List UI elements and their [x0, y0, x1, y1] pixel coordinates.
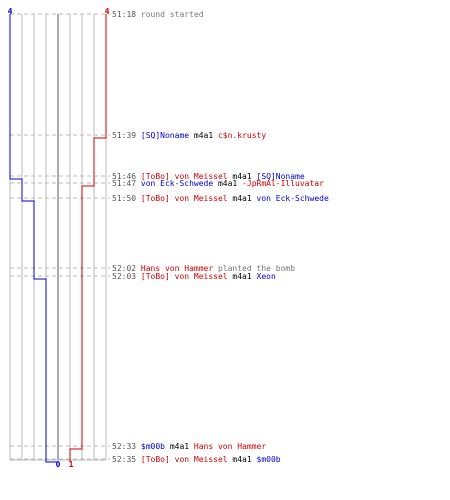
event-row: 51:39 [SQ]Noname m4a1 c$n.krusty	[112, 131, 266, 140]
event-text: Xeon	[257, 272, 276, 281]
event-time: 52:02	[112, 264, 141, 273]
event-text: Hans von Hammer	[194, 442, 266, 451]
event-time: 52:33	[112, 442, 141, 451]
event-text: von Eck-Schwede	[141, 179, 213, 188]
red-end-count: 1	[69, 460, 74, 469]
event-text: planted the bomb	[213, 264, 295, 273]
event-text: [ToBo] von Meissel	[141, 272, 228, 281]
event-text: m4a1	[189, 131, 218, 140]
event-time: 51:39	[112, 131, 141, 140]
blue-start-count: 4	[8, 7, 13, 16]
event-text: m4a1	[228, 455, 257, 464]
event-row: 51:46 [ToBo] von Meissel m4a1 [SQ]Noname	[112, 172, 305, 181]
event-text: -JpRmAl-Illuvatar	[242, 179, 324, 188]
event-text: m4a1	[228, 272, 257, 281]
event-time: 52:03	[112, 272, 141, 281]
team-count-labels: 4 4 0 1	[8, 7, 110, 469]
event-time: 51:47	[112, 179, 141, 188]
event-row: 52:35 [ToBo] von Meissel m4a1 $m00b	[112, 455, 281, 464]
red-team-line	[69, 14, 107, 462]
event-time: 52:35	[112, 455, 141, 464]
event-text: round started	[141, 10, 204, 19]
event-text: m4a1	[228, 194, 257, 203]
event-text: m4a1	[213, 179, 242, 188]
event-guide-lines	[10, 13, 110, 460]
player-count-grid	[9, 14, 107, 461]
blue-team-line	[9, 14, 58, 463]
event-row: 52:02 Hans von Hammer planted the bomb	[112, 264, 295, 273]
event-time: 51:18	[112, 10, 141, 19]
event-time: 51:46	[112, 172, 141, 181]
event-text: von Eck-Schwede	[257, 194, 329, 203]
red-start-count: 4	[105, 7, 110, 16]
event-text: [ToBo] von Meissel	[141, 194, 228, 203]
event-text: $m00b	[141, 442, 165, 451]
event-row: 51:50 [ToBo] von Meissel m4a1 von Eck-Sc…	[112, 194, 329, 203]
blue-end-count: 0	[56, 460, 61, 469]
event-log: 51:18 round started 51:39 [SQ]Noname m4a1…	[112, 10, 329, 464]
event-text: [ToBo] von Meissel	[141, 455, 228, 464]
event-text: $m00b	[257, 455, 281, 464]
event-row: 51:47 von Eck-Schwede m4a1 -JpRmAl-Illuv…	[112, 179, 324, 188]
event-time: 51:50	[112, 194, 141, 203]
event-text: m4a1	[165, 442, 194, 451]
event-text: [SQ]Noname	[257, 172, 305, 181]
event-row: 52:33 $m00b m4a1 Hans von Hammer	[112, 442, 266, 451]
team-step-lines	[9, 14, 107, 463]
event-text: [SQ]Noname	[141, 131, 189, 140]
event-text: [ToBo] von Meissel	[141, 172, 228, 181]
event-row: 52:03 [ToBo] von Meissel m4a1 Xeon	[112, 272, 276, 281]
event-text: c$n.krusty	[218, 131, 266, 140]
event-text: m4a1	[228, 172, 257, 181]
event-text: Hans von Hammer	[141, 264, 213, 273]
event-row: 51:18 round started	[112, 10, 204, 19]
